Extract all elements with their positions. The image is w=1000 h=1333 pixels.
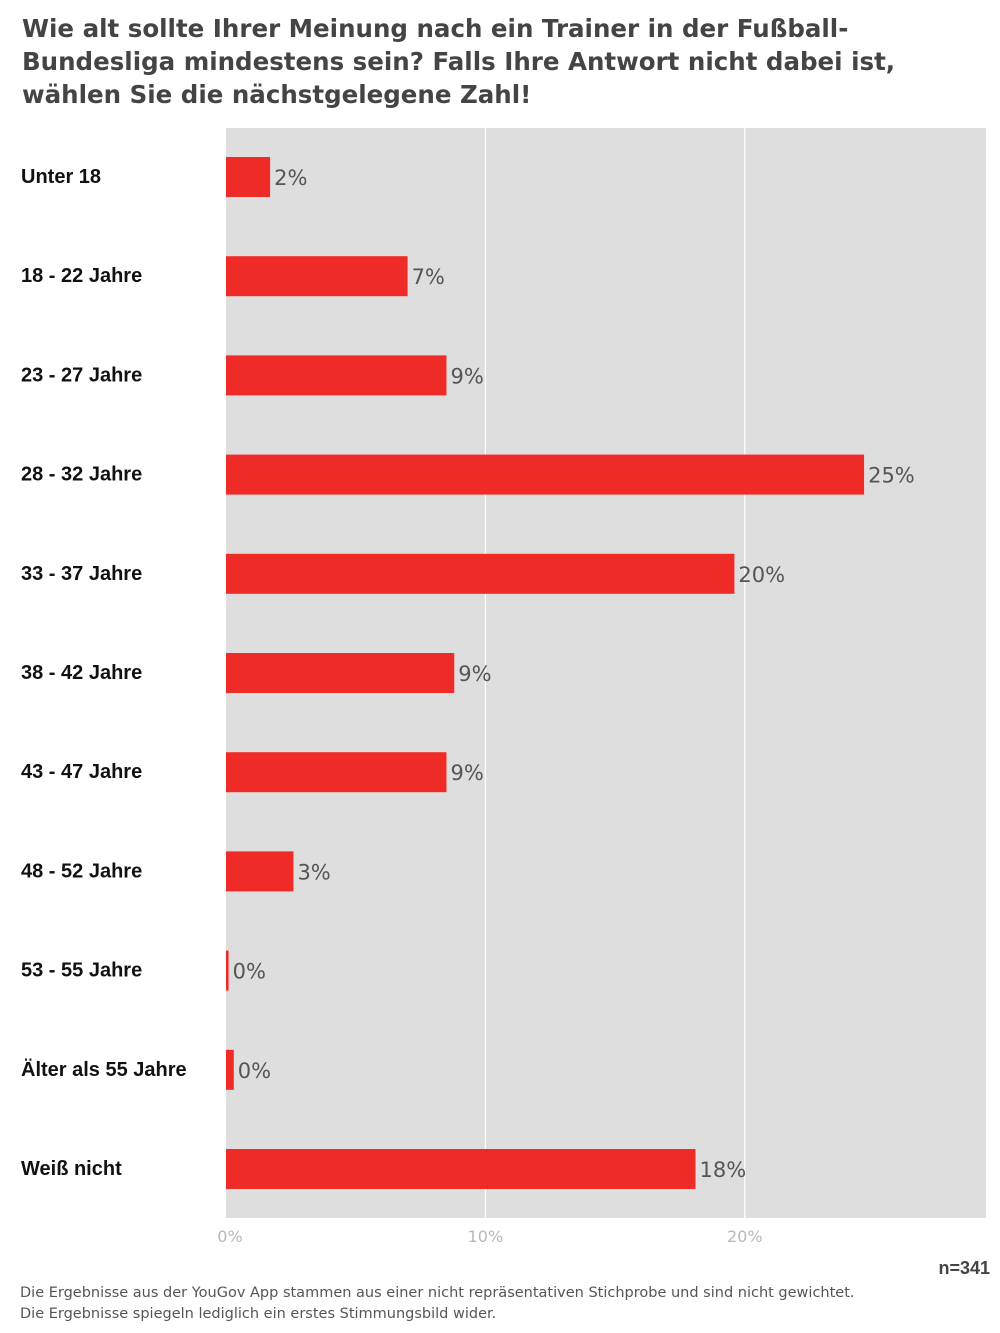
footnote-line-1: Die Ergebnisse aus der YouGov App stamme… [20,1285,855,1301]
data-label: 0% [238,1059,271,1083]
bars [226,157,865,1189]
category-label: 33 - 37 Jahre [21,563,142,585]
bar [226,1149,696,1189]
category-label: 23 - 27 Jahre [21,364,142,386]
bar [226,454,865,495]
category-label: Unter 18 [21,166,101,188]
x-tick-label: 10% [468,1227,504,1246]
data-label: 0% [233,960,266,984]
bar [226,256,408,297]
chart-title: Wie alt sollte Ihrer Meinung nach ein Tr… [22,14,896,109]
category-label: Älter als 55 Jahre [21,1058,187,1081]
x-tick-label: 0% [217,1227,242,1246]
category-label: 38 - 42 Jahre [21,662,142,684]
data-label: 7% [412,265,445,289]
data-label: 25% [868,464,915,488]
category-label: 18 - 22 Jahre [21,265,142,287]
sample-size: n=341 [938,1258,990,1278]
data-label: 9% [450,364,483,388]
bar [226,1049,234,1090]
x-tick-label: 20% [727,1227,763,1246]
labels: 0% 10% 20% Unter 18 2% 18 - 22 Jahre 7% 23 - 27… [21,166,915,1246]
data-label: 9% [458,662,491,686]
bar [226,653,455,693]
bar [226,752,447,793]
data-label: 9% [450,761,483,785]
bar [226,950,229,991]
category-label: 53 - 55 Jahre [21,960,142,982]
footnote-line-2: Die Ergebnisse spiegeln lediglich ein er… [20,1306,497,1322]
data-label: 2% [274,166,307,190]
category-label: 43 - 47 Jahre [21,761,142,783]
footnote: Die Ergebnisse aus der YouGov App stamme… [20,1283,980,1325]
category-label: 48 - 52 Jahre [21,860,142,882]
gridlines [484,128,746,1218]
bar [226,355,447,396]
data-label: 18% [699,1158,746,1182]
bar [226,851,294,892]
data-label: 3% [297,860,330,884]
bar [226,553,735,594]
category-label: Weiß nicht [21,1158,122,1180]
bar [226,157,271,197]
data-label: 20% [738,563,785,587]
bar-chart: 0% 10% 20% Unter 18 2% 18 - 22 Jahre 7% 23 - 27… [21,128,986,1246]
category-label: 28 - 32 Jahre [21,464,142,486]
